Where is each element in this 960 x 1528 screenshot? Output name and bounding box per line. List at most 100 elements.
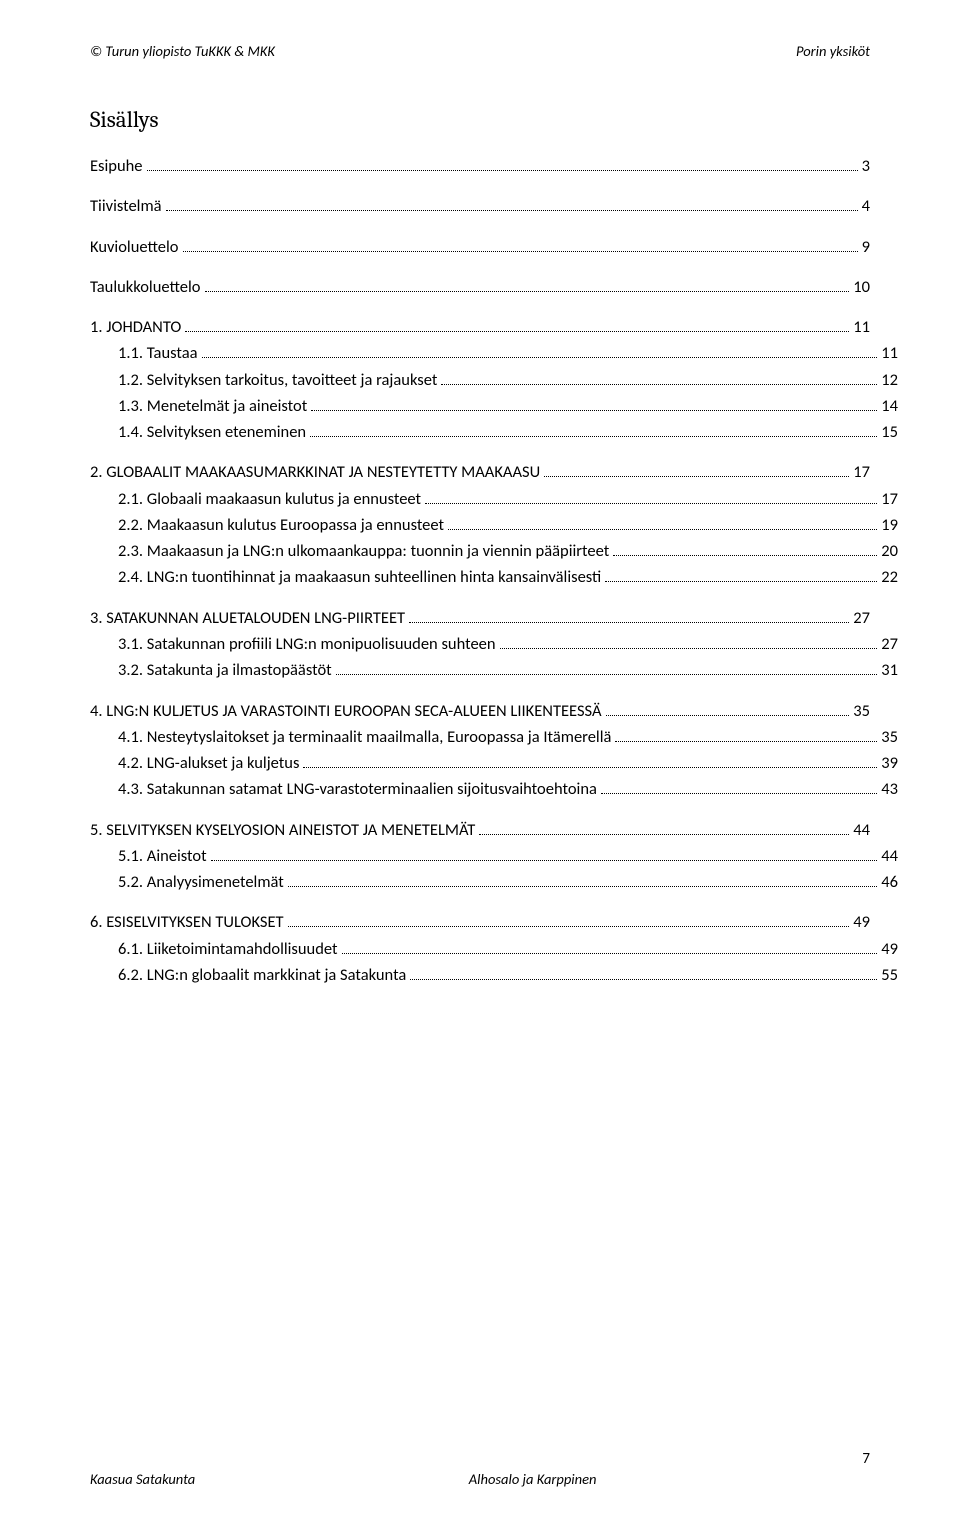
toc-entry-page: 35 (853, 700, 870, 722)
toc-entry: Kuvioluettelo 9 (90, 236, 870, 258)
toc-entry-page: 49 (853, 911, 870, 933)
toc-entry-label: 3.2. Satakunta ja ilmastopäästöt (118, 659, 332, 681)
toc-entry: 1.1. Taustaa11 (90, 342, 898, 364)
toc-leader (310, 426, 877, 437)
toc-entry-page: 17 (881, 488, 898, 510)
toc-entry-label: Taulukkoluettelo (90, 276, 201, 298)
toc-entry-page: 35 (881, 726, 898, 748)
toc-leader (183, 241, 858, 252)
toc-entry-page: 19 (881, 514, 898, 536)
toc-entry-page: 43 (881, 778, 898, 800)
toc-leader (342, 943, 878, 954)
toc-entry-label: 4.2. LNG-alukset ja kuljetus (118, 752, 299, 774)
toc-leader (202, 347, 878, 358)
toc-leader (448, 519, 877, 530)
toc-leader (205, 281, 850, 292)
toc-entry-page: 49 (881, 938, 898, 960)
toc-entry-label: 2.4. LNG:n tuontihinnat ja maakaasun suh… (118, 566, 601, 588)
toc-entry: 4.1. Nesteytyslaitokset ja terminaalit m… (90, 726, 898, 748)
toc-entry-page: 12 (881, 369, 898, 391)
toc-entry-label: Tiivistelmä (90, 195, 162, 217)
toc-leader (615, 731, 877, 742)
toc-entry-page: 11 (881, 342, 898, 364)
toc-entry-page: 46 (881, 871, 898, 893)
page-number: 7 (90, 1450, 870, 1468)
toc-leader (409, 612, 849, 623)
toc-leader (441, 374, 877, 385)
toc-leader (303, 757, 877, 768)
toc-entry-page: 14 (881, 395, 898, 417)
toc-entry-label: 6.2. LNG:n globaalit markkinat ja Sataku… (118, 964, 406, 986)
toc-entry-page: 55 (881, 964, 898, 986)
toc-entry-label: 4.1. Nesteytyslaitokset ja terminaalit m… (118, 726, 611, 748)
toc-entry: Taulukkoluettelo 10 (90, 276, 870, 298)
toc-entry-label: Kuvioluettelo (90, 236, 179, 258)
toc-entry-page: 44 (853, 819, 870, 841)
toc-leader (288, 876, 877, 887)
footer-line: Kaasua Satakunta Alhosalo ja Karppinen (90, 1470, 870, 1488)
toc-entry-page: 39 (881, 752, 898, 774)
toc-entry: 1.4. Selvityksen eteneminen 15 (90, 421, 898, 443)
toc-entry: 5.1. Aineistot44 (90, 845, 898, 867)
page-footer: 7 Kaasua Satakunta Alhosalo ja Karppinen (90, 1450, 870, 1488)
toc-leader (336, 664, 878, 675)
toc-entry-label: 1. JOHDANTO (90, 316, 181, 338)
toc-leader (166, 200, 858, 211)
toc-leader (288, 916, 850, 927)
toc-leader (606, 705, 850, 716)
toc-entry-label: 2.1. Globaali maakaasun kulutus ja ennus… (118, 488, 421, 510)
toc-entry: 4. LNG:N KULJETUS JA VARASTOINTI EUROOPA… (90, 700, 870, 722)
toc-entry-page: 9 (862, 236, 870, 258)
toc-entry: 2.2. Maakaasun kulutus Euroopassa ja enn… (90, 514, 898, 536)
toc-entry: Esipuhe3 (90, 155, 870, 177)
toc-entry: 3. SATAKUNNAN ALUETALOUDEN LNG-PIIRTEET 2… (90, 607, 870, 629)
toc-entry: 5. SELVITYKSEN KYSELYOSION AINEISTOT JA … (90, 819, 870, 841)
toc-entry-label: 4.3. Satakunnan satamat LNG-varastotermi… (118, 778, 597, 800)
toc-entry: 1. JOHDANTO11 (90, 316, 870, 338)
toc-entry-label: 4. LNG:N KULJETUS JA VARASTOINTI EUROOPA… (90, 700, 602, 722)
toc-entry-label: 1.2. Selvityksen tarkoitus, tavoitteet j… (118, 369, 437, 391)
toc-leader (185, 321, 849, 332)
toc-entry-label: 3. SATAKUNNAN ALUETALOUDEN LNG-PIIRTEET (90, 607, 405, 629)
toc-entry: 6.1. Liiketoimintamahdollisuudet49 (90, 938, 898, 960)
page-header: © Turun yliopisto TuKKK & MKK Porin yksi… (90, 42, 870, 60)
toc-entry-page: 4 (862, 195, 870, 217)
toc-entry-label: 5.1. Aineistot (118, 845, 207, 867)
toc-entry: 1.3. Menetelmät ja aineistot14 (90, 395, 898, 417)
toc-entry-page: 27 (881, 633, 898, 655)
toc-entry-page: 17 (853, 461, 870, 483)
toc-leader (544, 467, 849, 478)
toc-entry-label: 3.1. Satakunnan profiili LNG:n monipuoli… (118, 633, 496, 655)
toc-entry-page: 20 (881, 540, 898, 562)
footer-center: Alhosalo ja Karppinen (469, 1470, 597, 1488)
toc-leader (311, 400, 877, 411)
toc-entry-label: 5.2. Analyysimenetelmät (118, 871, 284, 893)
toc-leader (425, 493, 877, 504)
toc-entry-page: 27 (853, 607, 870, 629)
toc-entry-page: 3 (862, 155, 870, 177)
page: © Turun yliopisto TuKKK & MKK Porin yksi… (0, 0, 960, 1528)
toc-entry: 4.3. Satakunnan satamat LNG-varastotermi… (90, 778, 898, 800)
toc-entry: 3.2. Satakunta ja ilmastopäästöt31 (90, 659, 898, 681)
toc-entry: Tiivistelmä 4 (90, 195, 870, 217)
toc-entry-label: 2. GLOBAALIT MAAKAASUMARKKINAT JA NESTEY… (90, 461, 540, 483)
toc-entry-page: 10 (853, 276, 870, 298)
table-of-contents: Esipuhe3 Tiivistelmä 4 Kuvioluettelo 9 Tauluk… (90, 155, 870, 986)
toc-leader (601, 783, 877, 794)
toc-entry: 1.2. Selvityksen tarkoitus, tavoitteet j… (90, 369, 898, 391)
toc-leader (500, 638, 878, 649)
footer-left: Kaasua Satakunta (90, 1470, 195, 1488)
toc-leader (613, 545, 877, 556)
toc-entry-label: 1.4. Selvityksen eteneminen (118, 421, 306, 443)
toc-entry: 2. GLOBAALIT MAAKAASUMARKKINAT JA NESTEY… (90, 461, 870, 483)
toc-entry: 2.1. Globaali maakaasun kulutus ja ennus… (90, 488, 898, 510)
toc-entry: 2.4. LNG:n tuontihinnat ja maakaasun suh… (90, 566, 898, 588)
toc-entry-label: 2.2. Maakaasun kulutus Euroopassa ja enn… (118, 514, 444, 536)
toc-entry: 2.3. Maakaasun ja LNG:n ulkomaankauppa: … (90, 540, 898, 562)
toc-entry: 6.2. LNG:n globaalit markkinat ja Sataku… (90, 964, 898, 986)
toc-entry: 6. ESISELVITYKSEN TULOKSET49 (90, 911, 870, 933)
toc-entry: 5.2. Analyysimenetelmät 46 (90, 871, 898, 893)
toc-entry-page: 15 (881, 421, 898, 443)
toc-leader (605, 572, 877, 583)
toc-leader (410, 969, 877, 980)
